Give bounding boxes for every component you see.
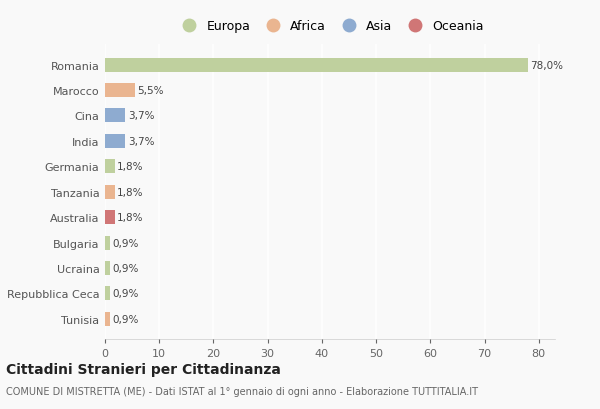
- Text: 3,7%: 3,7%: [128, 137, 154, 146]
- Bar: [105, 109, 125, 123]
- Text: 3,7%: 3,7%: [128, 111, 154, 121]
- Bar: [105, 287, 110, 301]
- Text: COMUNE DI MISTRETTA (ME) - Dati ISTAT al 1° gennaio di ogni anno - Elaborazione : COMUNE DI MISTRETTA (ME) - Dati ISTAT al…: [6, 387, 478, 396]
- Text: 78,0%: 78,0%: [530, 61, 563, 70]
- Text: 5,5%: 5,5%: [137, 86, 164, 96]
- Bar: [105, 135, 125, 148]
- Text: Cittadini Stranieri per Cittadinanza: Cittadini Stranieri per Cittadinanza: [6, 362, 281, 376]
- Text: 1,8%: 1,8%: [117, 162, 143, 172]
- Bar: [105, 211, 115, 225]
- Text: 0,9%: 0,9%: [112, 263, 139, 273]
- Bar: [105, 185, 115, 199]
- Text: 1,8%: 1,8%: [117, 213, 143, 222]
- Bar: [105, 58, 528, 72]
- Bar: [105, 236, 110, 250]
- Bar: [105, 160, 115, 174]
- Text: 0,9%: 0,9%: [112, 289, 139, 299]
- Text: 0,9%: 0,9%: [112, 238, 139, 248]
- Bar: [105, 84, 135, 98]
- Legend: Europa, Africa, Asia, Oceania: Europa, Africa, Asia, Oceania: [176, 20, 484, 33]
- Bar: [105, 261, 110, 275]
- Bar: [105, 312, 110, 326]
- Text: 0,9%: 0,9%: [112, 314, 139, 324]
- Text: 1,8%: 1,8%: [117, 187, 143, 197]
